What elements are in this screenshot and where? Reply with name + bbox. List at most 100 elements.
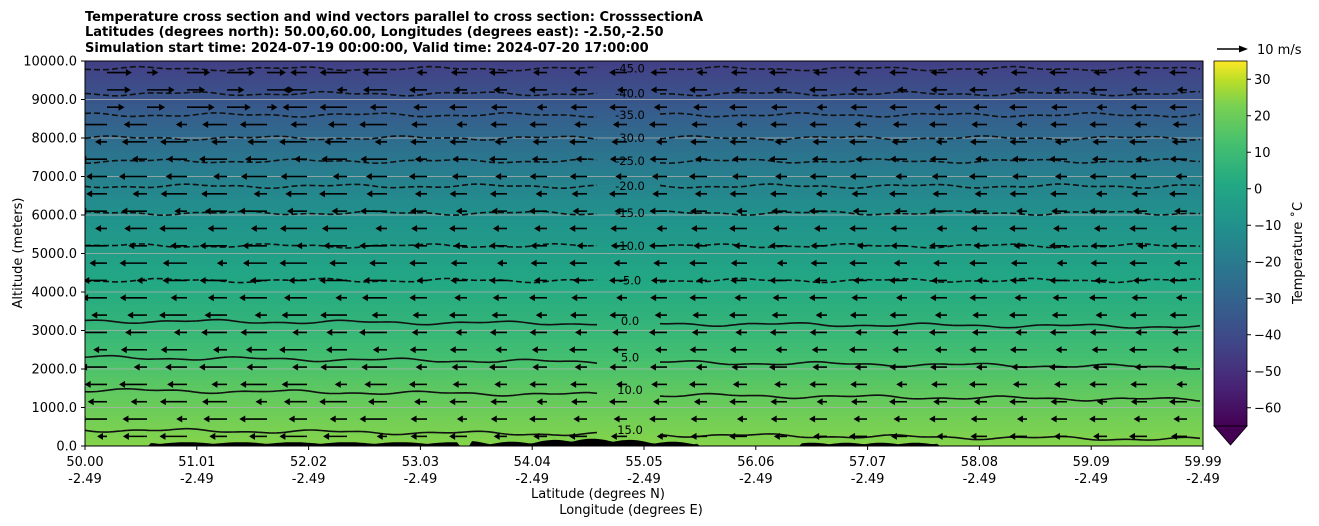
wind-arrow bbox=[650, 294, 667, 302]
wind-arrow bbox=[888, 190, 907, 198]
x-axis-label-secondary: Longitude (degrees E) bbox=[559, 503, 703, 518]
temperature-band bbox=[85, 349, 1203, 355]
wind-arrow bbox=[810, 259, 827, 267]
temperature-band bbox=[85, 122, 1203, 128]
wind-arrow bbox=[450, 69, 467, 77]
wind-arrow bbox=[1009, 138, 1027, 146]
wind-arrow bbox=[891, 138, 907, 146]
wind-arrow bbox=[1011, 363, 1027, 371]
temperature-band bbox=[85, 138, 1203, 143]
wind-arrow bbox=[853, 415, 867, 423]
wind-arrow bbox=[1091, 155, 1107, 163]
colorbar-tick-label: −40 bbox=[1254, 328, 1281, 343]
wind-arrow bbox=[86, 190, 107, 198]
wind-arrow bbox=[411, 328, 427, 336]
contour-label: -25.0 bbox=[615, 154, 645, 168]
wind-arrow bbox=[166, 155, 187, 163]
temperature-band bbox=[85, 80, 1203, 85]
wind-arrow bbox=[319, 190, 347, 198]
wind-arrow bbox=[1012, 173, 1027, 180]
wind-arrow bbox=[608, 190, 627, 198]
wind-arrow bbox=[1012, 380, 1027, 388]
wind-arrow bbox=[280, 173, 307, 180]
wind-arrow bbox=[159, 311, 187, 319]
plot-area bbox=[85, 61, 1203, 446]
wind-arrow bbox=[372, 346, 387, 354]
wind-arrow bbox=[613, 259, 627, 267]
wind-arrow bbox=[449, 346, 467, 354]
wind-arrow bbox=[1009, 432, 1027, 440]
wind-arrow bbox=[1171, 328, 1187, 336]
wind-arrow bbox=[533, 69, 547, 77]
wind-arrow bbox=[85, 363, 107, 371]
wind-arrow bbox=[227, 103, 251, 111]
wind-arrow bbox=[449, 103, 467, 111]
wind-arrow bbox=[1016, 121, 1027, 129]
temperature-band bbox=[85, 126, 1203, 131]
temperature-band bbox=[85, 342, 1203, 347]
wind-arrow bbox=[494, 380, 507, 388]
wind-arrow bbox=[160, 346, 187, 354]
wind-arrow bbox=[187, 69, 211, 77]
wind-arrow bbox=[976, 69, 987, 77]
wind-arrow bbox=[891, 328, 907, 336]
wind-arrow bbox=[170, 242, 187, 250]
wind-arrow bbox=[969, 346, 987, 354]
temperature-band bbox=[85, 326, 1203, 332]
wind-arrow bbox=[1009, 190, 1027, 198]
y-axis-label: Altitude (meters) bbox=[11, 198, 26, 309]
wind-arrow bbox=[729, 190, 747, 198]
temperature-band bbox=[85, 230, 1203, 235]
wind-arrow bbox=[895, 173, 907, 180]
wind-arrow bbox=[201, 328, 227, 336]
colorbar-fill bbox=[1213, 60, 1248, 427]
wind-arrow bbox=[528, 207, 547, 215]
wind-arrow bbox=[136, 276, 147, 284]
contour-line bbox=[85, 90, 1201, 97]
wind-arrow bbox=[895, 294, 907, 302]
temperature-band bbox=[85, 303, 1203, 308]
wind-arrow bbox=[732, 155, 747, 163]
wind-arrow bbox=[1176, 380, 1187, 388]
wind-arrow bbox=[614, 207, 627, 215]
x-tick-label-lon: -2.49 bbox=[292, 472, 326, 487]
wind-arrow bbox=[849, 173, 867, 180]
wind-arrow bbox=[1134, 363, 1147, 371]
wind-arrow bbox=[1172, 121, 1187, 129]
wind-arrow bbox=[359, 242, 387, 250]
wind-arrow bbox=[279, 346, 307, 354]
temperature-band bbox=[85, 380, 1203, 385]
wind-arrow bbox=[1048, 155, 1067, 163]
wind-arrow bbox=[650, 69, 667, 77]
wind-arrow bbox=[529, 380, 547, 388]
wind-arrow bbox=[249, 432, 267, 440]
temperature-band bbox=[85, 330, 1203, 335]
wind-arrow bbox=[203, 415, 227, 423]
temperature-band bbox=[85, 207, 1203, 212]
wind-arrow bbox=[770, 103, 787, 111]
wind-arrow bbox=[1089, 121, 1107, 129]
wind-arrow bbox=[334, 380, 347, 388]
wind-arrow bbox=[731, 363, 747, 371]
wind-arrow bbox=[1169, 398, 1187, 406]
wind-arrow bbox=[1053, 86, 1067, 94]
wind-arrow bbox=[489, 69, 507, 77]
wind-arrow bbox=[1008, 311, 1027, 319]
wind-arrow bbox=[1169, 155, 1187, 163]
wind-arrow bbox=[325, 346, 347, 354]
wind-arrow bbox=[494, 138, 507, 146]
contour-label: -20.0 bbox=[615, 179, 645, 193]
wind-arrow bbox=[147, 69, 159, 77]
temperature-band bbox=[85, 218, 1203, 224]
temperature-band bbox=[85, 226, 1203, 231]
wind-arrow bbox=[616, 380, 627, 388]
wind-arrow bbox=[651, 380, 667, 388]
wind-arrow bbox=[199, 276, 227, 284]
chart-title-line-3: Simulation start time: 2024-07-19 00:00:… bbox=[85, 41, 649, 56]
wind-arrow bbox=[1056, 259, 1067, 267]
wind-arrow bbox=[728, 224, 747, 232]
wind-arrow bbox=[199, 363, 227, 371]
temperature-band bbox=[85, 295, 1203, 301]
wind-arrow bbox=[363, 86, 387, 94]
y-tick-label: 1000.0 bbox=[32, 401, 78, 416]
